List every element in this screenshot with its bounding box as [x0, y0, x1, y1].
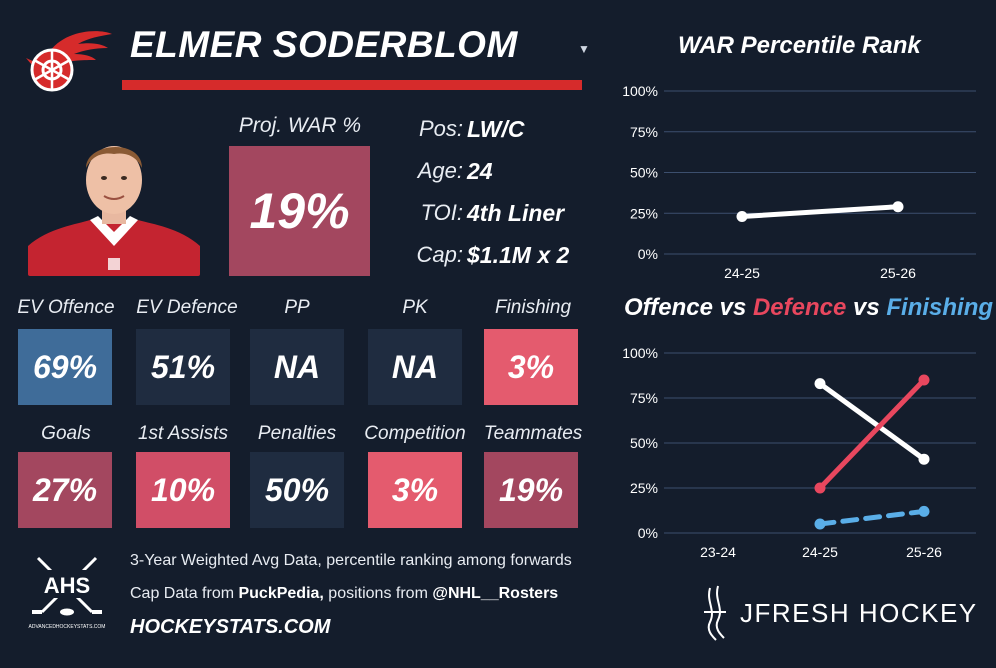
data-point-offence — [918, 453, 930, 465]
series-line-finishing — [817, 508, 927, 527]
toi-value: 4th Liner — [467, 200, 565, 226]
data-point-finishing — [814, 518, 826, 530]
series-line-offence — [817, 381, 927, 462]
data-point-defence — [814, 482, 826, 494]
stat-box: 3% — [484, 329, 578, 405]
proj-war-value: 19% — [229, 146, 370, 276]
ahs-small-text: ADVANCEDHOCKEYSTATS.COM — [29, 624, 106, 630]
stat-label: Finishing — [494, 297, 572, 318]
stat-box: 27% — [18, 452, 112, 528]
x-tick-label: 23-24 — [700, 544, 736, 560]
name-underline — [122, 80, 582, 90]
stat-label: PK — [402, 297, 428, 318]
pos-value: LW/C — [467, 116, 525, 142]
y-tick-label: 25% — [630, 205, 658, 221]
age-value: 24 — [467, 158, 493, 184]
player-name: ELMER SODERBLOM — [130, 24, 518, 65]
team-logo — [26, 31, 112, 92]
player-photo — [28, 128, 200, 276]
stat-box: 19% — [484, 452, 578, 528]
stat-box: 3% — [368, 452, 462, 528]
footer-line2-mid: positions from — [323, 585, 433, 602]
cap-value: $1.1M x 2 — [467, 242, 570, 268]
stat-label: Goals — [41, 423, 91, 444]
x-tick-label: 25-26 — [906, 544, 942, 560]
stat-label: PP — [284, 297, 310, 318]
footer-line1: 3-Year Weighted Avg Data, percentile ran… — [130, 552, 572, 569]
puckpedia-link[interactable]: PuckPedia, — [238, 585, 324, 602]
offence-defence-finishing-chart: 0% 25% 50% 75% 100% 23-24 24-25 25-26 — [622, 345, 976, 560]
title-offence: Offence — [624, 294, 713, 321]
toi-label: TOI: — [420, 200, 463, 225]
y-tick-label: 50% — [630, 435, 658, 451]
data-point-war — [892, 201, 904, 213]
x-tick-label: 24-25 — [724, 265, 760, 281]
cap-label: Cap: — [416, 242, 463, 267]
footer-line2-prefix: Cap Data from — [130, 585, 239, 602]
title-vs2: vs — [846, 294, 887, 321]
stat-label: Competition — [364, 423, 466, 444]
stat-label: Teammates — [483, 423, 583, 444]
stat-box: NA — [250, 329, 344, 405]
y-tick-label: 0% — [638, 525, 658, 541]
series-line-defence — [817, 377, 927, 491]
stat-box: 10% — [136, 452, 230, 528]
y-tick-label: 50% — [630, 165, 658, 181]
stat-label: 1st Assists — [137, 423, 229, 444]
stat-box: 69% — [18, 329, 112, 405]
stat-label: Penalties — [257, 423, 337, 444]
pos-label: Pos: — [418, 116, 463, 141]
y-tick-label: 100% — [622, 83, 658, 99]
war-percentile-chart: 0% 25% 50% 75% 100% 24-25 25-26 — [622, 83, 976, 281]
x-tick-label: 25-26 — [880, 265, 916, 281]
x-tick-label: 24-25 — [802, 544, 838, 560]
jfresh-logo: JFRESH HOCKEY — [704, 585, 978, 641]
ahs-text: AHS — [44, 573, 90, 598]
footer-line2: Cap Data from PuckPedia, positions from … — [130, 585, 558, 603]
title-defence: Defence — [752, 294, 847, 321]
hockeystats-site[interactable]: HOCKEYSTATS.COM — [130, 616, 331, 638]
data-point-war — [736, 211, 748, 223]
ahs-logo: AHS ADVANCEDHOCKEYSTATS.COM — [29, 556, 106, 630]
y-tick-label: 25% — [630, 480, 658, 496]
data-point-offence — [814, 378, 826, 390]
age-label: Age: — [417, 158, 463, 183]
stat-box: 51% — [136, 329, 230, 405]
chevron-down-icon[interactable]: ▼ — [578, 42, 590, 56]
proj-war-label: Proj. WAR % — [238, 114, 362, 137]
offence-defence-finishing-title: Offence vs Defence vs Finishing — [624, 294, 993, 322]
y-tick-label: 75% — [630, 390, 658, 406]
data-point-finishing — [918, 505, 930, 517]
brand-text: JFRESH HOCKEY — [740, 598, 978, 628]
stat-label: EV Defence — [136, 297, 238, 318]
stat-label: EV Offence — [17, 297, 115, 318]
y-tick-label: 0% — [638, 246, 658, 262]
data-point-defence — [918, 374, 930, 386]
title-finishing: Finishing — [886, 294, 994, 321]
title-vs1: vs — [712, 294, 753, 321]
war-chart-title: WAR Percentile Rank — [678, 32, 921, 59]
nhl-rosters-link[interactable]: @NHL__Rosters — [432, 585, 559, 602]
stat-box: 50% — [250, 452, 344, 528]
y-tick-label: 100% — [622, 345, 658, 361]
y-tick-label: 75% — [630, 124, 658, 140]
series-line-war — [739, 204, 901, 220]
stat-box: NA — [368, 329, 462, 405]
